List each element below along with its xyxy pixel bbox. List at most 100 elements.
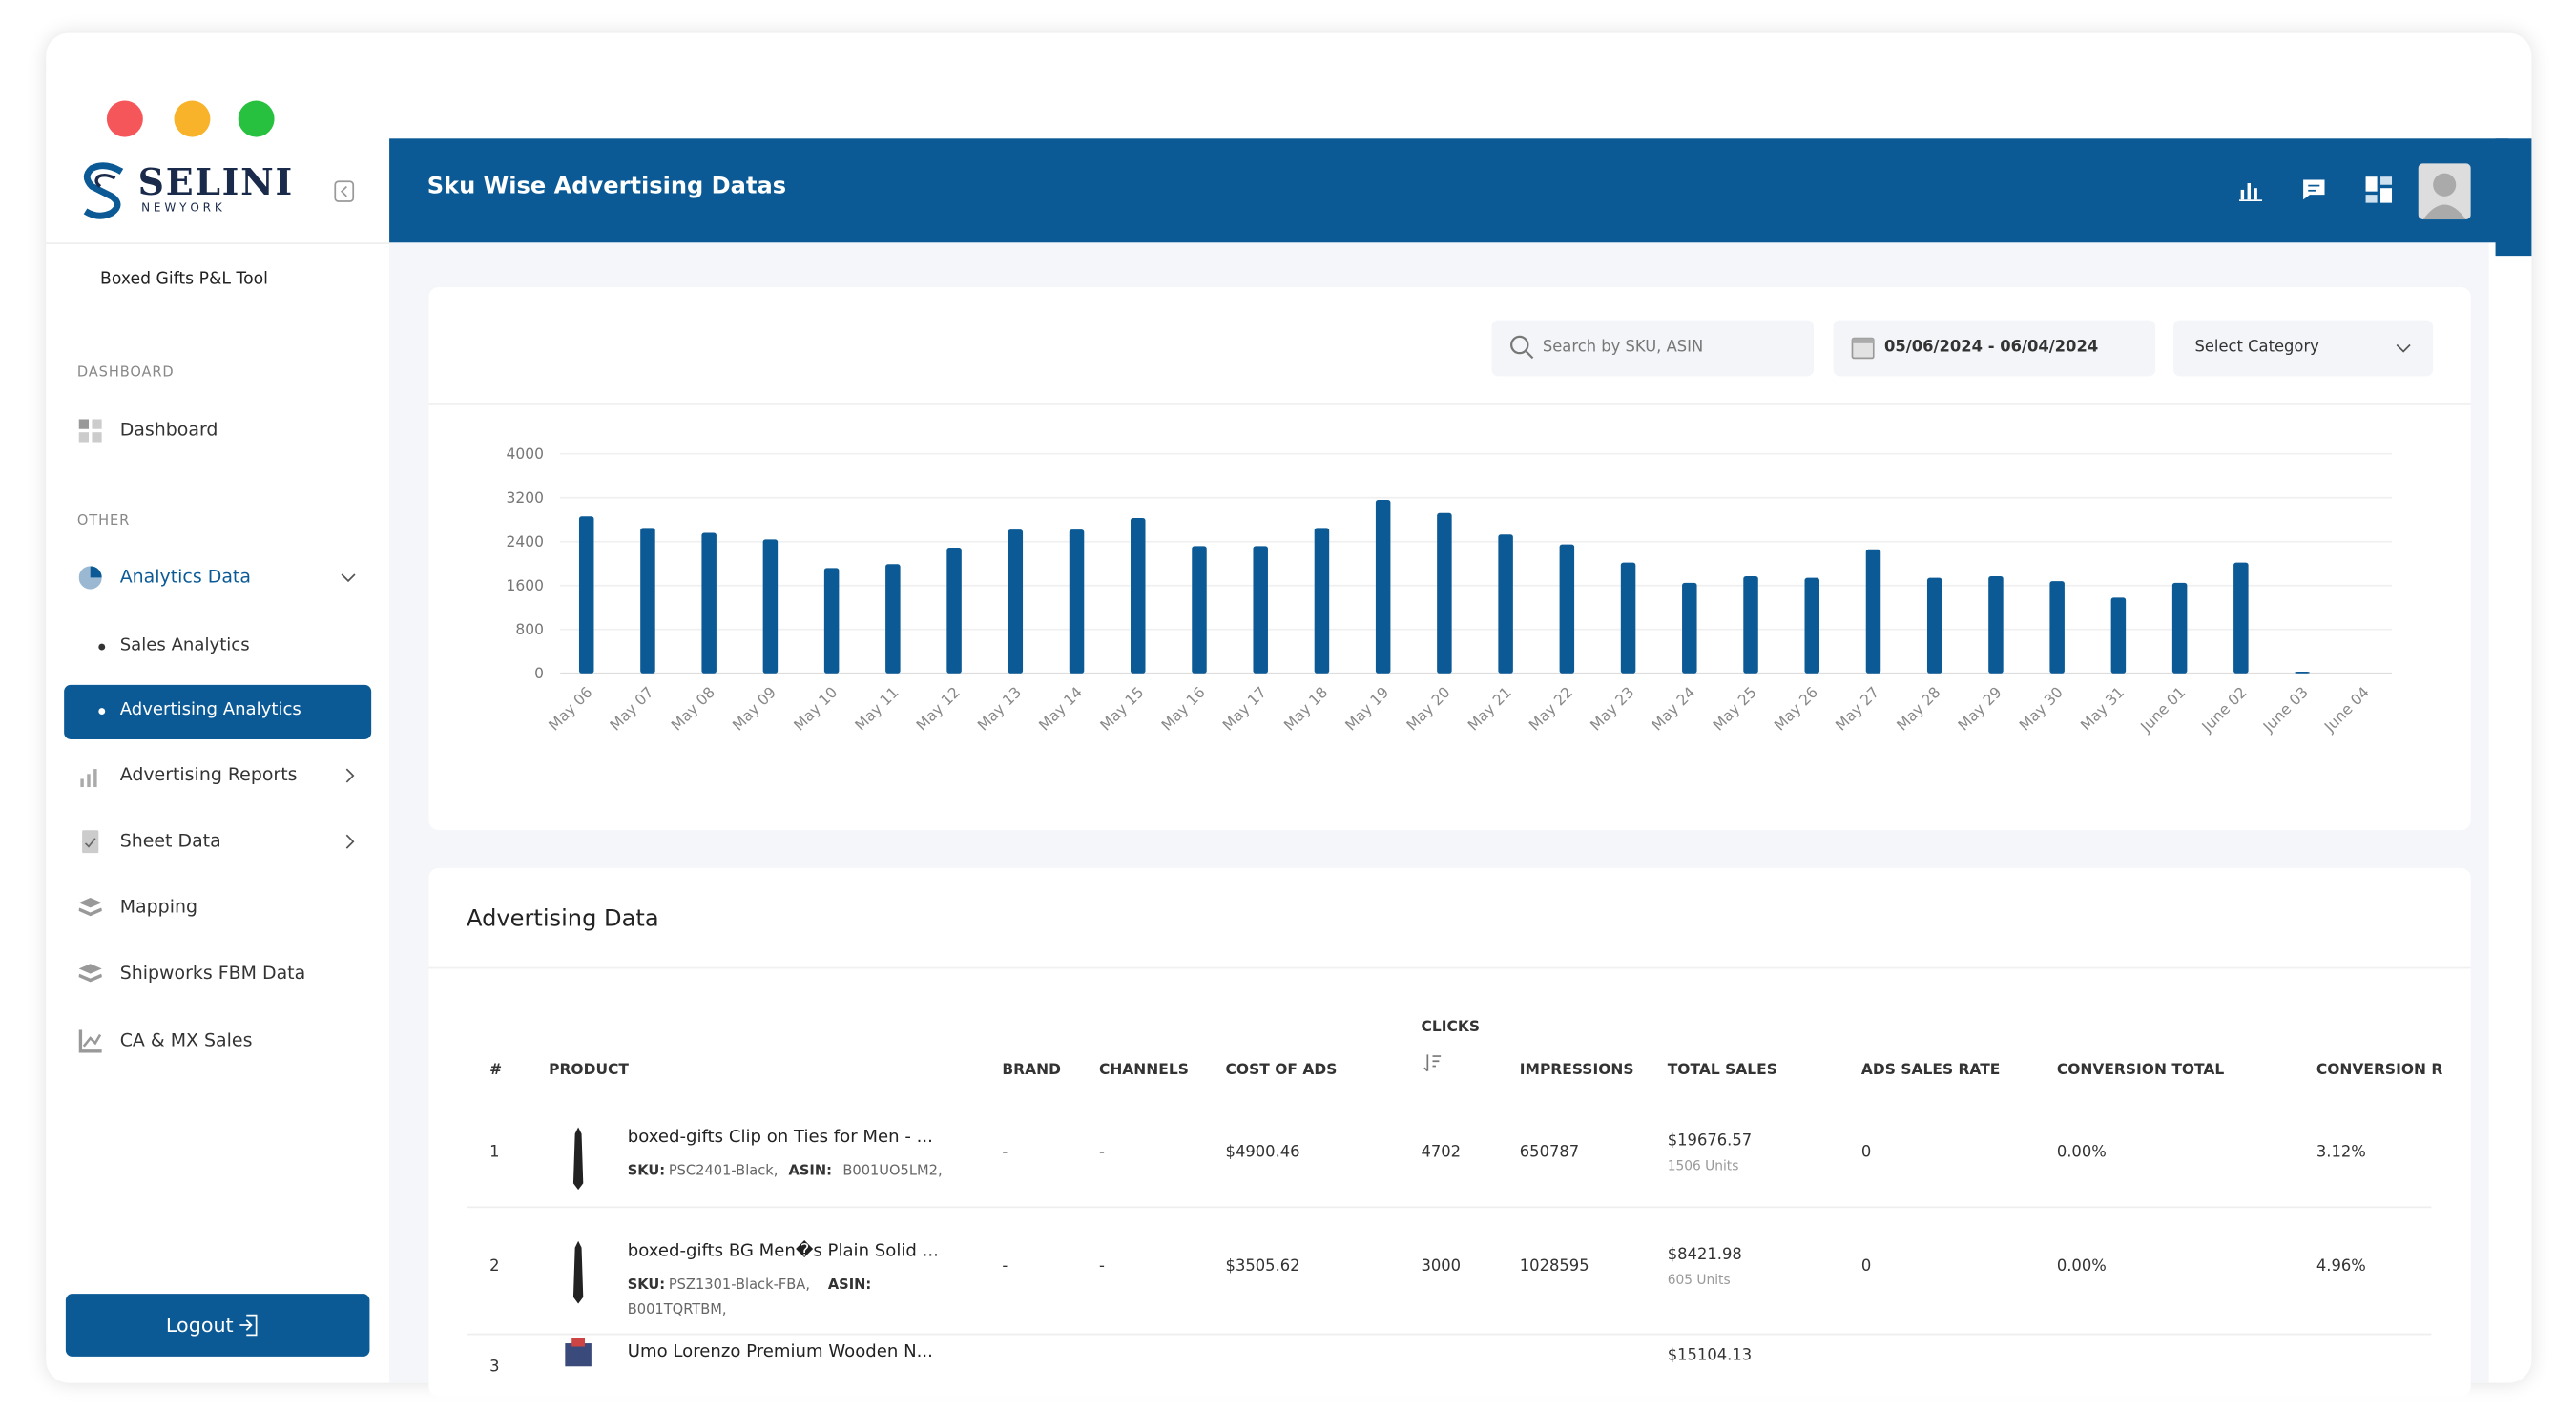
calendar-icon — [1851, 337, 1875, 360]
x-tick-label: May 06 — [546, 684, 596, 735]
collapse-button[interactable] — [334, 180, 357, 203]
nav-advertising-reports[interactable]: Advertising Reports — [119, 763, 298, 786]
x-tick-label: May 23 — [1588, 684, 1638, 735]
product-name[interactable]: boxed-gifts Clip on Ties for Men - ... — [627, 1127, 933, 1148]
nav-shipworks[interactable]: Shipworks FBM Data — [119, 962, 306, 984]
x-tick-label: June 03 — [2259, 684, 2312, 737]
date-picker[interactable] — [1833, 320, 2156, 377]
cell-conversion-rate: 4.96% — [2316, 1257, 2366, 1276]
nav-sales-analytics[interactable]: Sales Analytics — [119, 634, 250, 655]
table-card: Advertising Data # PRODUCT BRAND CHANNELS COS… — [428, 867, 2471, 1397]
avatar[interactable] — [2418, 163, 2471, 220]
asin-label: ASIN: — [827, 1276, 872, 1295]
column-header[interactable]: CHANNELS — [1098, 1062, 1189, 1080]
maximize-button[interactable] — [238, 100, 275, 137]
bar — [1743, 575, 1758, 674]
bar — [1682, 582, 1697, 674]
nav-advertising-analytics[interactable]: Advertising Analytics — [119, 699, 301, 720]
product-name[interactable]: boxed-gifts BG Men�s Plain Solid ... — [627, 1240, 939, 1261]
chart-icon[interactable] — [2238, 178, 2263, 202]
column-header[interactable]: ADS SALES RATE — [1860, 1062, 2001, 1080]
units: 1506 Units — [1667, 1158, 1739, 1173]
product-name[interactable]: Umo Lorenzo Premium Wooden N... — [627, 1341, 933, 1362]
category-select[interactable] — [2173, 320, 2434, 377]
cell-impressions: 650787 — [1519, 1143, 1580, 1162]
nav-ca-mx[interactable]: CA & MX Sales — [119, 1029, 253, 1051]
x-tick-label: May 25 — [1710, 684, 1760, 735]
nav-sheet-data[interactable]: Sheet Data — [119, 830, 221, 852]
bar — [1926, 577, 1942, 674]
divider — [428, 966, 2471, 969]
column-header[interactable]: COST OF ADS — [1225, 1062, 1338, 1080]
x-tick-label: May 10 — [791, 684, 841, 735]
cell-conversion-rate: 3.12% — [2316, 1143, 2366, 1162]
search-box[interactable] — [1491, 320, 1814, 377]
column-header[interactable]: CONVERSION R — [2316, 1062, 2443, 1080]
cell-index: 3 — [489, 1358, 500, 1377]
sku-label: SKU: — [627, 1276, 666, 1295]
bar — [1008, 529, 1024, 674]
bar — [1437, 512, 1452, 674]
x-tick-label: May 09 — [729, 684, 779, 735]
row-divider — [467, 1206, 2432, 1209]
header-bar — [389, 138, 2509, 243]
cell-conversion-total: 0.00% — [2056, 1143, 2107, 1162]
bullet — [98, 708, 106, 716]
column-header[interactable]: PRODUCT — [549, 1062, 629, 1080]
x-tick-label: June 01 — [2137, 684, 2190, 737]
cell-cost: $3505.62 — [1225, 1257, 1300, 1276]
x-tick-label: May 21 — [1465, 684, 1515, 735]
message-icon[interactable] — [2301, 178, 2326, 201]
x-tick-label: May 11 — [852, 684, 903, 735]
brand-sub: N E W Y O R K — [141, 201, 222, 215]
column-header[interactable]: # — [489, 1062, 503, 1080]
x-tick-label: May 26 — [1771, 684, 1821, 735]
product-image — [565, 1338, 592, 1367]
column-header[interactable]: TOTAL SALES — [1667, 1062, 1777, 1080]
tool-name: Boxed Gifts P&L Tool — [100, 270, 268, 289]
nav-analytics[interactable]: Analytics Data — [119, 566, 251, 588]
chevron — [341, 573, 356, 583]
cell-clicks: 3000 — [1421, 1257, 1462, 1276]
nav-dashboard[interactable]: Dashboard — [119, 419, 218, 441]
x-tick-label: May 24 — [1649, 684, 1699, 735]
icon — [78, 964, 102, 983]
logout-label: Logout — [165, 1313, 234, 1338]
column-header[interactable]: CONVERSION TOTAL — [2056, 1062, 2225, 1080]
logout-button[interactable] — [65, 1294, 370, 1357]
column-header[interactable]: CLICKS — [1421, 1020, 1481, 1037]
icon — [80, 769, 97, 788]
icon — [78, 1029, 102, 1053]
x-tick-label: May 27 — [1832, 684, 1882, 735]
x-tick-label: May 07 — [607, 684, 657, 735]
bar — [1375, 500, 1391, 674]
column-header[interactable]: IMPRESSIONS — [1519, 1062, 1634, 1080]
cell-brand: - — [1002, 1257, 1008, 1276]
logout-icon — [239, 1314, 258, 1337]
bar — [1498, 534, 1513, 674]
header-edge — [2495, 138, 2532, 257]
chevron — [345, 834, 355, 849]
nav-mapping[interactable]: Mapping — [119, 896, 198, 918]
x-tick-label: May 29 — [1955, 684, 2005, 735]
apps-icon[interactable] — [2365, 176, 2393, 203]
minimize-button[interactable] — [174, 100, 211, 137]
asin: B001UO5LM2, — [842, 1163, 943, 1180]
y-tick-label: 1600 — [507, 577, 544, 594]
divider — [46, 242, 390, 245]
x-tick-label: May 08 — [668, 684, 718, 735]
active-item[interactable] — [64, 684, 372, 739]
column-header[interactable]: BRAND — [1002, 1062, 1061, 1080]
icon — [78, 419, 102, 443]
sort-icon[interactable] — [1423, 1053, 1443, 1073]
table-title: Advertising Data — [467, 905, 659, 933]
asin: B001TQRTBM, — [627, 1301, 727, 1319]
bar — [823, 568, 840, 674]
cell-ads-sales-rate: 0 — [1860, 1143, 1872, 1162]
logo-mark — [83, 162, 124, 219]
close-button[interactable] — [106, 100, 143, 137]
bar — [1559, 544, 1575, 674]
date-range: 05/06/2024 - 06/04/2024 — [1884, 338, 2099, 357]
y-tick-label: 2400 — [507, 533, 544, 550]
chevron — [2396, 343, 2411, 353]
